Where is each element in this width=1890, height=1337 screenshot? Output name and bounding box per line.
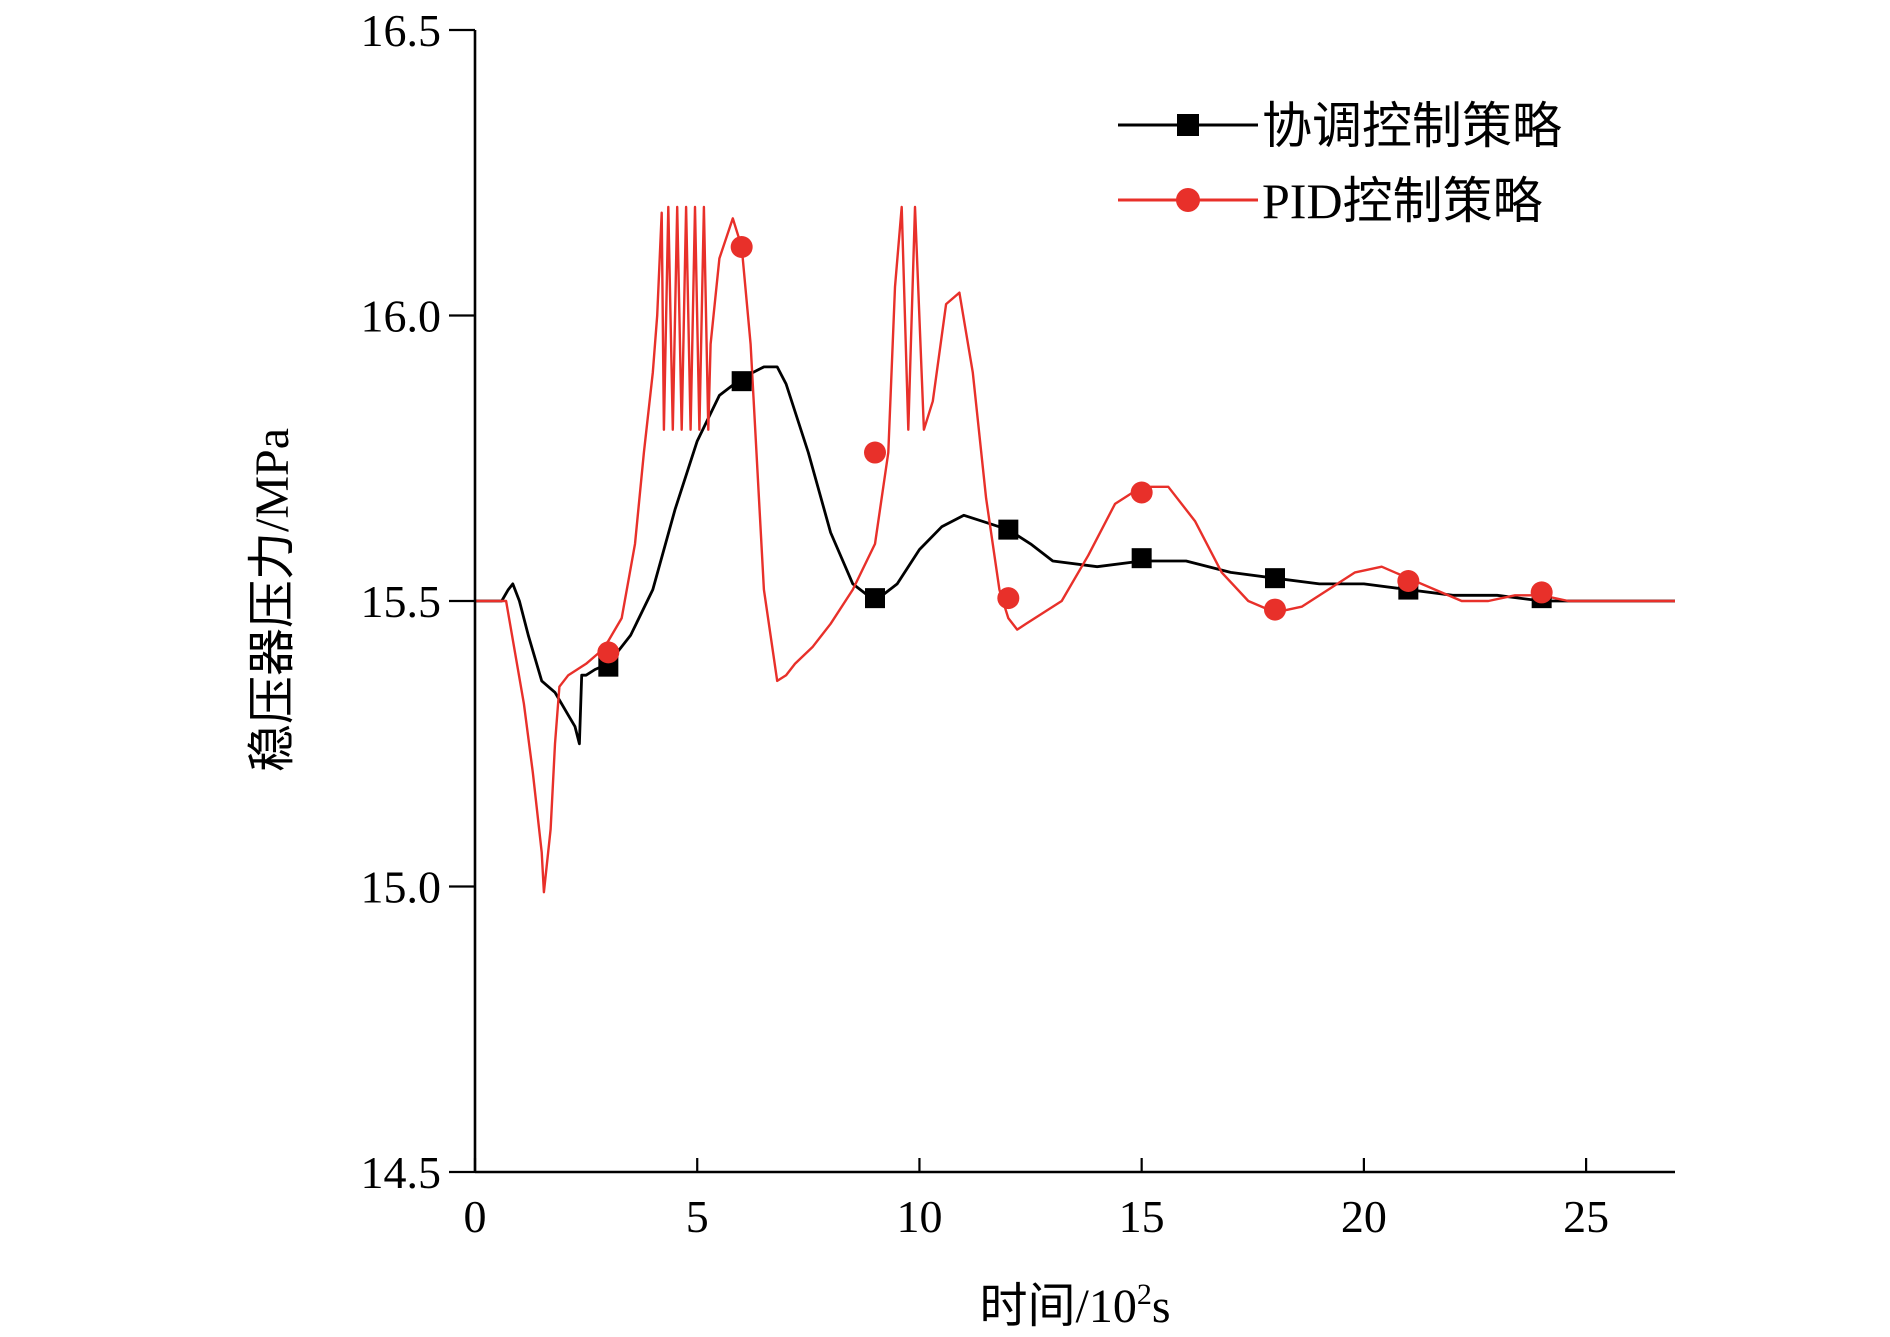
y-tick-label: 16.5 (361, 5, 442, 56)
legend-marker-square (1177, 114, 1199, 136)
y-tick-label: 14.5 (361, 1147, 442, 1198)
y-ticks: 14.5 15.0 15.5 16.0 16.5 (361, 5, 475, 1198)
data-point-coordinated (731, 371, 752, 392)
x-tick-label: 20 (1341, 1191, 1387, 1242)
x-axis-title: 时间/102s (979, 1278, 1170, 1333)
series-line-pid (475, 205, 1675, 894)
data-point-pid (1397, 570, 1420, 593)
data-point-coordinated (998, 519, 1019, 540)
legend: 协调控制策略 PID控制策略 (1118, 98, 1562, 229)
series-line-coordinated (475, 365, 1675, 746)
x-tick-label: 0 (464, 1191, 487, 1242)
data-point-coordinated (1131, 548, 1152, 569)
legend-item-pid: PID控制策略 (1118, 173, 1543, 229)
data-point-pid (997, 587, 1020, 610)
x-axis-title-superscript: 2 (1137, 1278, 1152, 1311)
x-ticks: 0 5 10 15 20 25 (464, 1158, 1609, 1242)
y-axis-title: 稳压器压力/MPa (246, 428, 299, 772)
data-point-coordinated (865, 588, 885, 609)
x-tick-label: 5 (686, 1191, 709, 1242)
legend-label-coordinated: 协调控制策略 (1262, 98, 1562, 154)
data-point-coordinated (1265, 568, 1285, 589)
data-point-pid (730, 235, 753, 258)
data-point-pid (864, 441, 886, 464)
x-tick-label: 25 (1563, 1191, 1609, 1242)
y-tick-label: 16.0 (361, 291, 442, 342)
x-tick-label: 15 (1119, 1191, 1165, 1242)
y-tick-label: 15.0 (361, 862, 442, 913)
plot-area (475, 205, 1675, 894)
legend-label-pid: PID控制策略 (1262, 173, 1543, 229)
y-tick-label: 15.5 (361, 576, 442, 627)
data-point-pid (1530, 581, 1553, 604)
data-point-pid (1130, 481, 1153, 504)
legend-item-coordinated: 协调控制策略 (1118, 98, 1562, 154)
legend-marker-circle (1176, 188, 1200, 212)
data-point-pid (1264, 598, 1286, 621)
data-point-pid (597, 641, 620, 664)
x-tick-label: 10 (896, 1191, 942, 1242)
